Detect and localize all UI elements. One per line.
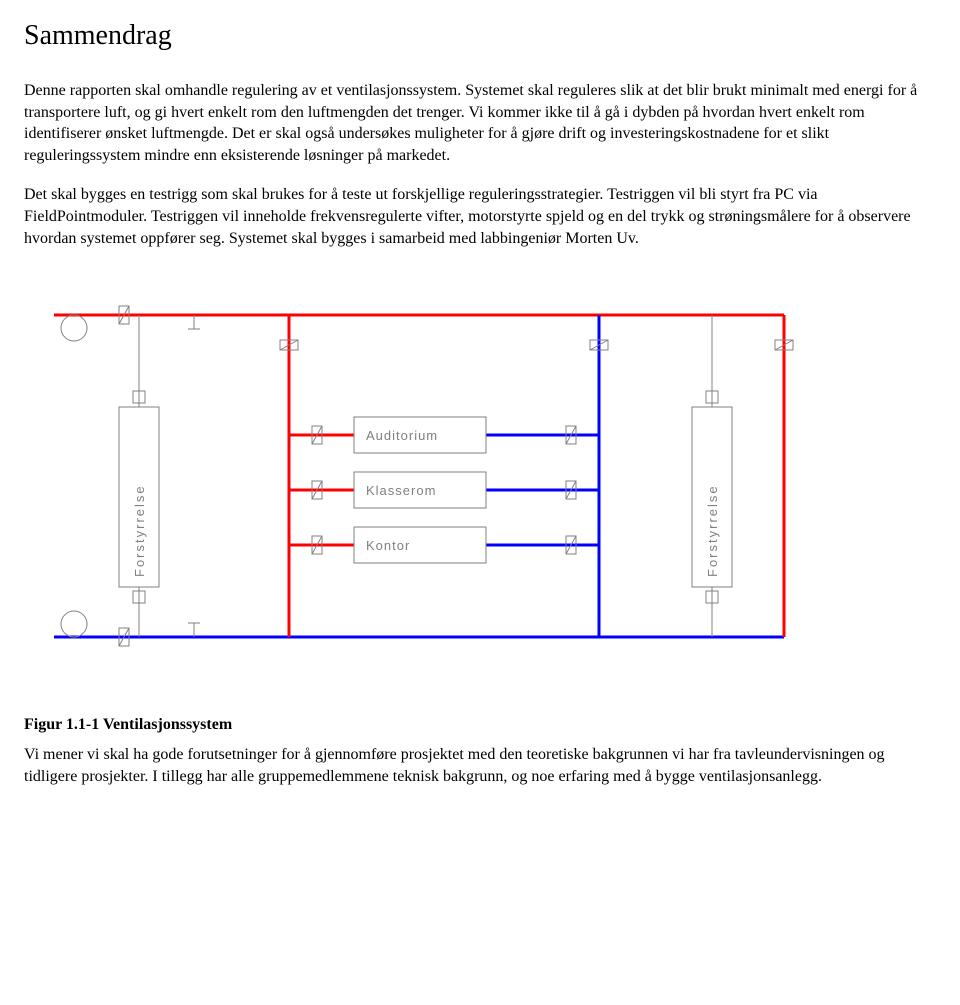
svg-text:Forstyrrelse: Forstyrrelse — [705, 485, 720, 578]
paragraph-2: Det skal bygges en testrigg som skal bru… — [24, 184, 936, 249]
page-title: Sammendrag — [24, 20, 936, 52]
diagram-svg: Auditorium Klasserom Kontor Forstyrrelse For… — [24, 267, 844, 687]
svg-text:Klasserom: Klasserom — [366, 483, 436, 498]
svg-text:Forstyrrelse: Forstyrrelse — [132, 485, 147, 578]
paragraph-1: Denne rapporten skal omhandle regulering… — [24, 80, 936, 166]
paragraph-3: Vi mener vi skal ha gode forutsetninger … — [24, 744, 936, 787]
ventilation-diagram: Auditorium Klasserom Kontor Forstyrrelse For… — [24, 267, 936, 692]
svg-text:Auditorium: Auditorium — [366, 428, 438, 443]
figure-caption: Figur 1.1-1 Ventilasjonssystem — [24, 716, 936, 734]
svg-text:Kontor: Kontor — [366, 538, 410, 553]
